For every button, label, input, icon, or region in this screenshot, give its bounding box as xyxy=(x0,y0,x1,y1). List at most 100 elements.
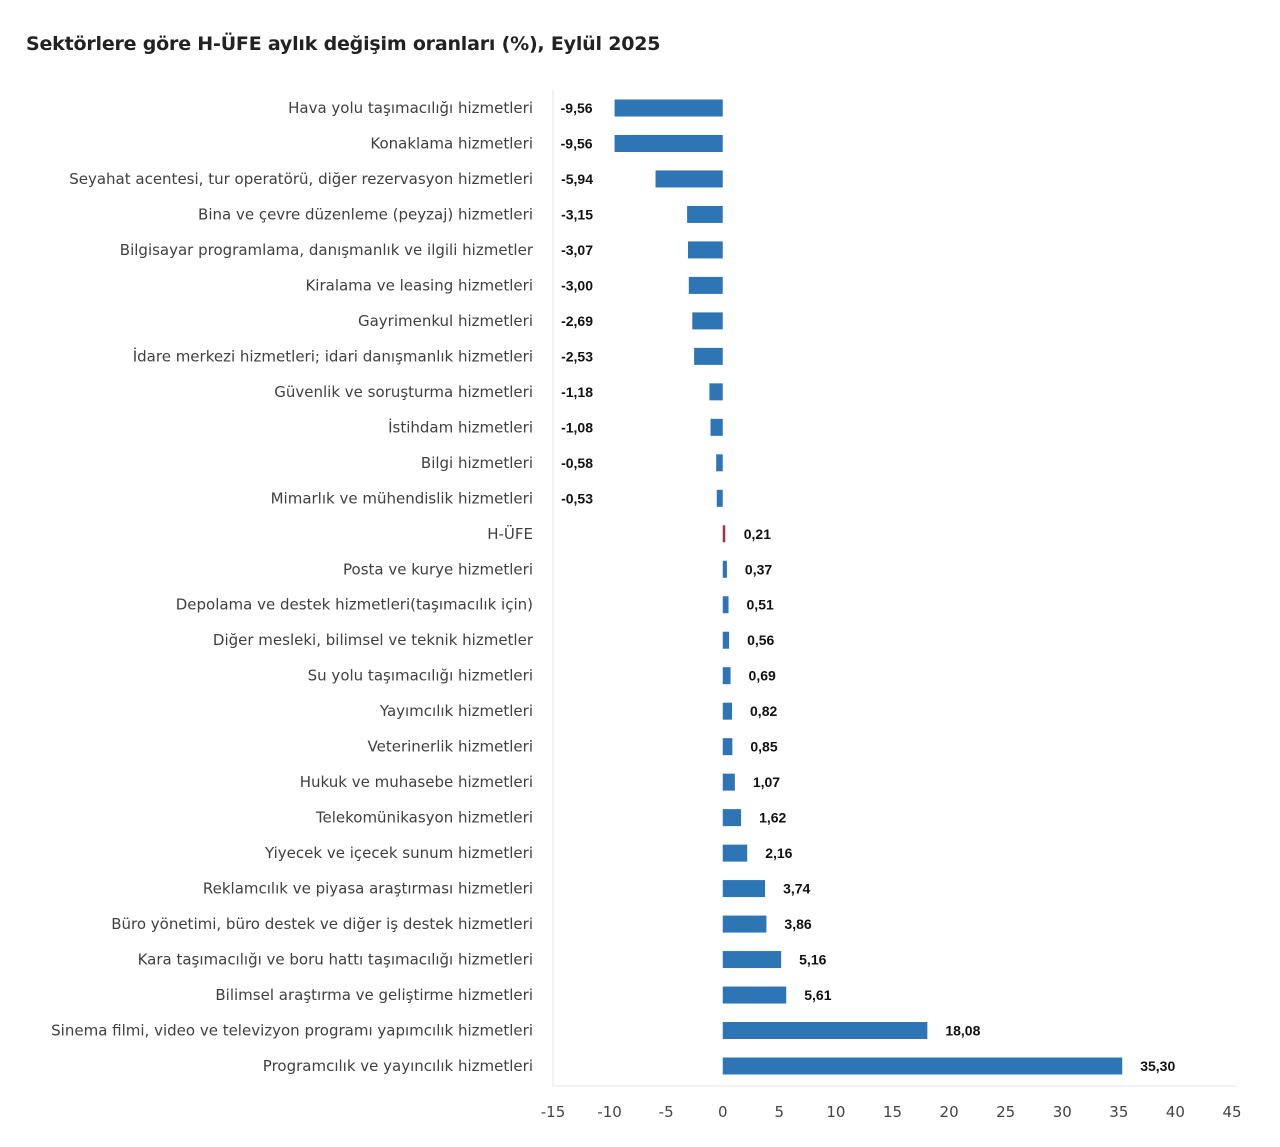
bar xyxy=(722,1057,1123,1075)
bar xyxy=(722,809,742,827)
category-label: Yayımcılık hizmetleri xyxy=(379,702,533,720)
bar xyxy=(709,383,723,401)
x-tick-label: 5 xyxy=(775,1103,785,1121)
category-label: İdare merkezi hizmetleri; idari danışman… xyxy=(133,346,533,365)
data-label: 3,74 xyxy=(783,881,810,897)
category-label: Bilimsel araştırma ve geliştirme hizmetl… xyxy=(215,986,533,1004)
bar xyxy=(614,134,723,152)
data-label: -1,18 xyxy=(561,384,593,400)
data-label: -3,00 xyxy=(561,277,593,293)
x-tick-label: 10 xyxy=(826,1103,845,1121)
data-label: 1,07 xyxy=(753,774,780,790)
data-label: -0,53 xyxy=(561,490,593,506)
x-tick-label: -5 xyxy=(659,1103,674,1121)
x-tick-label: -15 xyxy=(541,1103,566,1121)
bar xyxy=(722,560,727,578)
x-tick-label: 45 xyxy=(1222,1103,1241,1121)
data-label: 0,85 xyxy=(750,739,777,755)
data-label: -2,69 xyxy=(561,313,593,329)
bar xyxy=(692,312,723,330)
x-tick-label: 20 xyxy=(940,1103,959,1121)
category-label: İstihdam hizmetleri xyxy=(388,417,533,436)
category-label: Reklamcılık ve piyasa araştırması hizmet… xyxy=(203,880,533,898)
data-label: 0,21 xyxy=(744,526,771,542)
category-label: Sinema filmi, video ve televizyon progra… xyxy=(51,1022,533,1040)
category-label: Konaklama hizmetleri xyxy=(370,134,533,152)
bar xyxy=(722,1022,928,1040)
data-label: -9,56 xyxy=(561,100,593,116)
data-label: 35,30 xyxy=(1140,1058,1175,1074)
category-label: Hava yolu taşımacılığı hizmetleri xyxy=(288,99,533,117)
category-label: Gayrimenkul hizmetleri xyxy=(358,312,533,330)
data-label: -2,53 xyxy=(561,348,593,364)
category-label: Bina ve çevre düzenleme (peyzaj) hizmetl… xyxy=(198,205,533,223)
bars xyxy=(614,99,1123,1075)
bar xyxy=(716,489,723,507)
x-tick-label: 15 xyxy=(883,1103,902,1121)
category-label: Bilgi hizmetleri xyxy=(421,454,533,472)
data-label: 2,16 xyxy=(765,845,792,861)
bar xyxy=(722,986,787,1004)
data-label: 0,69 xyxy=(749,668,776,684)
data-label: 5,16 xyxy=(799,952,826,968)
data-label: 1,62 xyxy=(759,810,786,826)
x-tick-labels: -15 -10 -5 0 5 10 15 20 25 30 35 40 45 xyxy=(541,1103,1242,1121)
data-labels: -9,56 -9,56 -5,94 -3,15 -3,07 -3,00 -2,69 -2,53… xyxy=(561,100,1176,1074)
category-label: Depolama ve destek hizmetleri(taşımacılı… xyxy=(176,596,533,614)
category-label: Mimarlık ve mühendislik hizmetleri xyxy=(271,489,533,507)
category-label: Büro yönetimi, büro destek ve diğer iş d… xyxy=(111,915,533,933)
x-tick-label: 25 xyxy=(996,1103,1015,1121)
category-label: Kara taşımacılığı ve boru hattı taşımacı… xyxy=(138,951,533,969)
bar xyxy=(688,241,723,259)
category-label: Diğer mesleki, bilimsel ve teknik hizmet… xyxy=(213,631,534,649)
chart-title: Sektörlere göre H-ÜFE aylık değişim oran… xyxy=(26,33,661,55)
category-labels: Hava yolu taşımacılığı hizmetleri Konakla… xyxy=(51,99,534,1075)
x-tick-label: -10 xyxy=(597,1103,622,1121)
bar xyxy=(655,170,723,188)
x-tick-label: 30 xyxy=(1053,1103,1072,1121)
category-label: Telekomünikasyon hizmetleri xyxy=(315,809,533,827)
data-label: 0,56 xyxy=(747,632,774,648)
bar xyxy=(722,667,731,685)
category-label: Veterinerlik hizmetleri xyxy=(368,738,533,756)
bar xyxy=(722,596,729,614)
bar xyxy=(722,525,726,543)
bar xyxy=(722,844,748,862)
data-label: -3,15 xyxy=(561,206,593,222)
bar xyxy=(722,915,767,933)
category-label: Posta ve kurye hizmetleri xyxy=(343,560,533,578)
data-label: -1,08 xyxy=(561,419,593,435)
category-label: Kiralama ve leasing hizmetleri xyxy=(305,276,533,294)
bar xyxy=(716,454,723,472)
category-label: Su yolu taşımacılığı hizmetleri xyxy=(308,667,533,685)
data-label: 18,08 xyxy=(945,1023,980,1039)
bar xyxy=(614,99,723,117)
category-label: Hukuk ve muhasebe hizmetleri xyxy=(300,773,533,791)
data-label: 5,61 xyxy=(804,987,831,1003)
category-label: Yiyecek ve içecek sunum hizmetleri xyxy=(264,844,533,862)
bar xyxy=(688,276,723,294)
data-label: 0,51 xyxy=(747,597,774,613)
category-label: H-ÜFE xyxy=(487,524,533,543)
category-label: Bilgisayar programlama, danışmanlık ve i… xyxy=(120,241,534,259)
category-label: Seyahat acentesi, tur operatörü, diğer r… xyxy=(69,170,533,188)
bar xyxy=(710,418,723,436)
category-label: Programcılık ve yayıncılık hizmetleri xyxy=(263,1057,533,1075)
data-label: 0,37 xyxy=(745,561,772,577)
data-label: -9,56 xyxy=(561,135,593,151)
bar xyxy=(722,773,735,791)
bar xyxy=(722,880,766,898)
bar xyxy=(722,702,733,720)
data-label: -3,07 xyxy=(561,242,593,258)
bar xyxy=(722,631,730,649)
data-label: -5,94 xyxy=(561,171,593,187)
x-tick-label: 0 xyxy=(718,1103,728,1121)
bar xyxy=(687,205,723,223)
x-tick-label: 35 xyxy=(1109,1103,1128,1121)
bar xyxy=(694,347,723,365)
bar xyxy=(722,951,782,969)
x-tick-label: 40 xyxy=(1166,1103,1185,1121)
data-label: -0,58 xyxy=(561,455,593,471)
data-label: 3,86 xyxy=(784,916,811,932)
